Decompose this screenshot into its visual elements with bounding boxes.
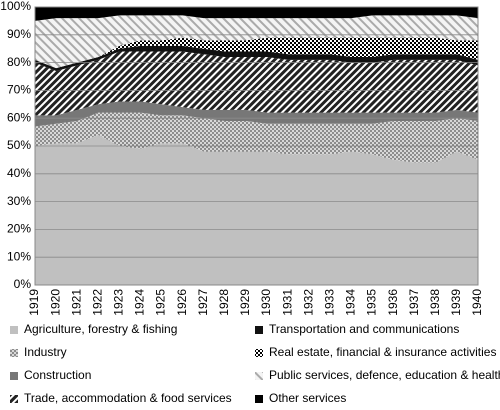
x-tick-label: 1938	[428, 289, 442, 316]
area	[35, 112, 478, 163]
legend-swatch	[255, 349, 263, 357]
area	[35, 15, 478, 69]
x-tick-label: 1929	[238, 289, 252, 316]
area	[35, 134, 478, 285]
legend-label: Real estate, financial & insurance activ…	[269, 345, 496, 359]
legend-swatch	[255, 395, 263, 403]
legend-label: Other services	[269, 391, 346, 405]
y-tick-label: 0%	[14, 277, 32, 291]
x-tick-label: 1925	[154, 289, 168, 316]
x-tick-label: 1931	[280, 289, 294, 316]
x-tick-label: 1939	[449, 289, 463, 316]
legend-label: Trade, accommodation & food services	[24, 391, 232, 405]
legend-label: Industry	[24, 345, 67, 359]
x-tick-label: 1932	[301, 289, 315, 316]
y-tick-label: 40%	[7, 166, 31, 180]
area	[35, 45, 478, 71]
area	[35, 51, 478, 116]
x-tick-label: 1936	[386, 289, 400, 316]
x-tick-label: 1921	[69, 289, 83, 316]
x-tick-label: 1928	[217, 289, 231, 316]
x-tick-label: 1935	[365, 289, 379, 316]
y-tick-label: 70%	[7, 83, 31, 97]
x-tick-label: 1930	[259, 289, 273, 316]
x-tick-label: 1922	[90, 289, 104, 316]
y-tick-label: 60%	[7, 110, 31, 124]
legend-swatch	[10, 349, 18, 357]
legend-swatch	[10, 372, 18, 380]
x-tick-label: 1926	[175, 289, 189, 316]
x-tick-label: 1919	[27, 289, 41, 316]
legend-swatch	[10, 395, 18, 403]
x-tick-label: 1934	[344, 289, 358, 316]
legend-label: Public services, defence, education & he…	[269, 368, 500, 382]
x-tick-label: 1924	[133, 289, 147, 316]
y-tick-label: 10%	[7, 249, 31, 263]
y-tick-label: 90%	[7, 27, 31, 41]
x-tick-label: 1927	[196, 289, 210, 316]
legend-swatch	[255, 372, 263, 380]
legend-label: Agriculture, forestry & fishing	[24, 322, 177, 336]
legend-label: Construction	[24, 368, 91, 382]
x-tick-label: 1920	[48, 289, 62, 316]
y-tick-label: 100%	[0, 0, 31, 13]
x-tick-label: 1937	[407, 289, 421, 316]
legend-swatch	[255, 326, 263, 334]
legend-swatch	[10, 326, 18, 334]
y-tick-label: 20%	[7, 222, 31, 236]
y-tick-label: 50%	[7, 138, 31, 152]
plot-border	[34, 6, 479, 286]
y-tick-label: 30%	[7, 194, 31, 208]
x-tick-label: 1933	[323, 289, 337, 316]
x-tick-label: 1940	[470, 289, 484, 316]
legend-label: Transportation and communications	[269, 322, 459, 336]
area	[35, 7, 478, 21]
y-tick-label: 80%	[7, 55, 31, 69]
area	[35, 37, 478, 69]
x-tick-label: 1923	[112, 289, 126, 316]
area	[35, 101, 478, 127]
